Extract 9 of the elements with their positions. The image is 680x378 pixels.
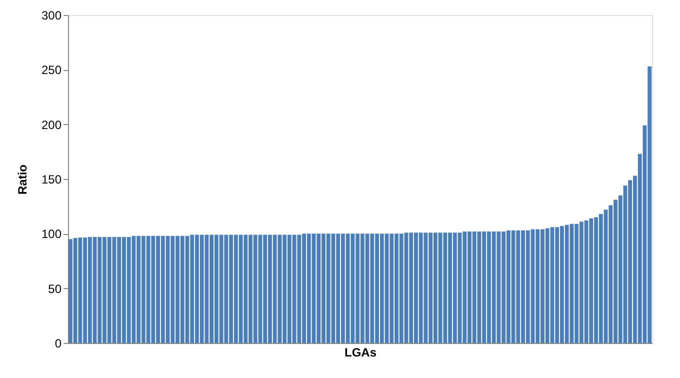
y-tick-label: 250 bbox=[41, 63, 62, 78]
y-tick-label: 50 bbox=[48, 282, 62, 296]
y-tick-label: 0 bbox=[54, 336, 62, 350]
y-tick-label: 300 bbox=[41, 8, 62, 22]
y-tick-label: 100 bbox=[41, 227, 62, 242]
y-tick-label: 200 bbox=[41, 118, 62, 132]
y-tick-label: 150 bbox=[41, 172, 62, 186]
x-axis-title: LGAs bbox=[344, 346, 377, 360]
y-axis-title: Ratio bbox=[15, 164, 30, 194]
